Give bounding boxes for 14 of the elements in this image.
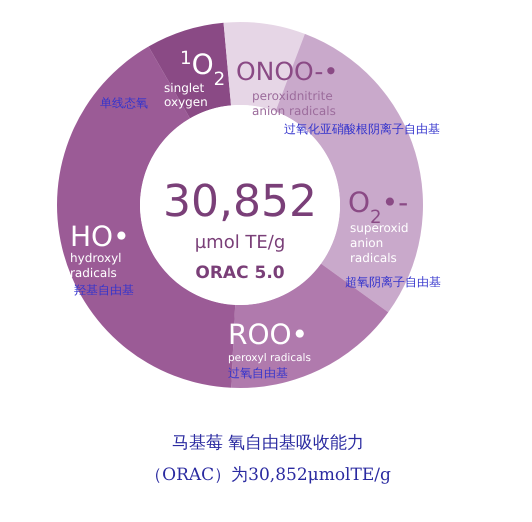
text: hydroxyl radicals: [70, 251, 122, 280]
text: 过氧化亚硝酸根阴离子自由基: [284, 122, 440, 136]
slice-label: ROO•: [228, 318, 308, 351]
text: 过氧自由基: [228, 366, 288, 380]
text: μmol TE/g: [194, 232, 286, 253]
text: 马基莓 氧自由基吸收能力: [172, 433, 364, 453]
text: 超氧阴离子自由基: [345, 275, 441, 289]
slice-label: ONOO-•: [236, 57, 338, 86]
text: （ORAC）为30,852μmolTE/g: [145, 465, 391, 485]
text: 单线态氧: [100, 96, 148, 110]
text: ORAC 5.0: [195, 263, 285, 283]
slice-label: HO•: [70, 220, 130, 253]
text: 30,852: [163, 176, 317, 227]
text: peroxyl radicals: [228, 352, 311, 364]
